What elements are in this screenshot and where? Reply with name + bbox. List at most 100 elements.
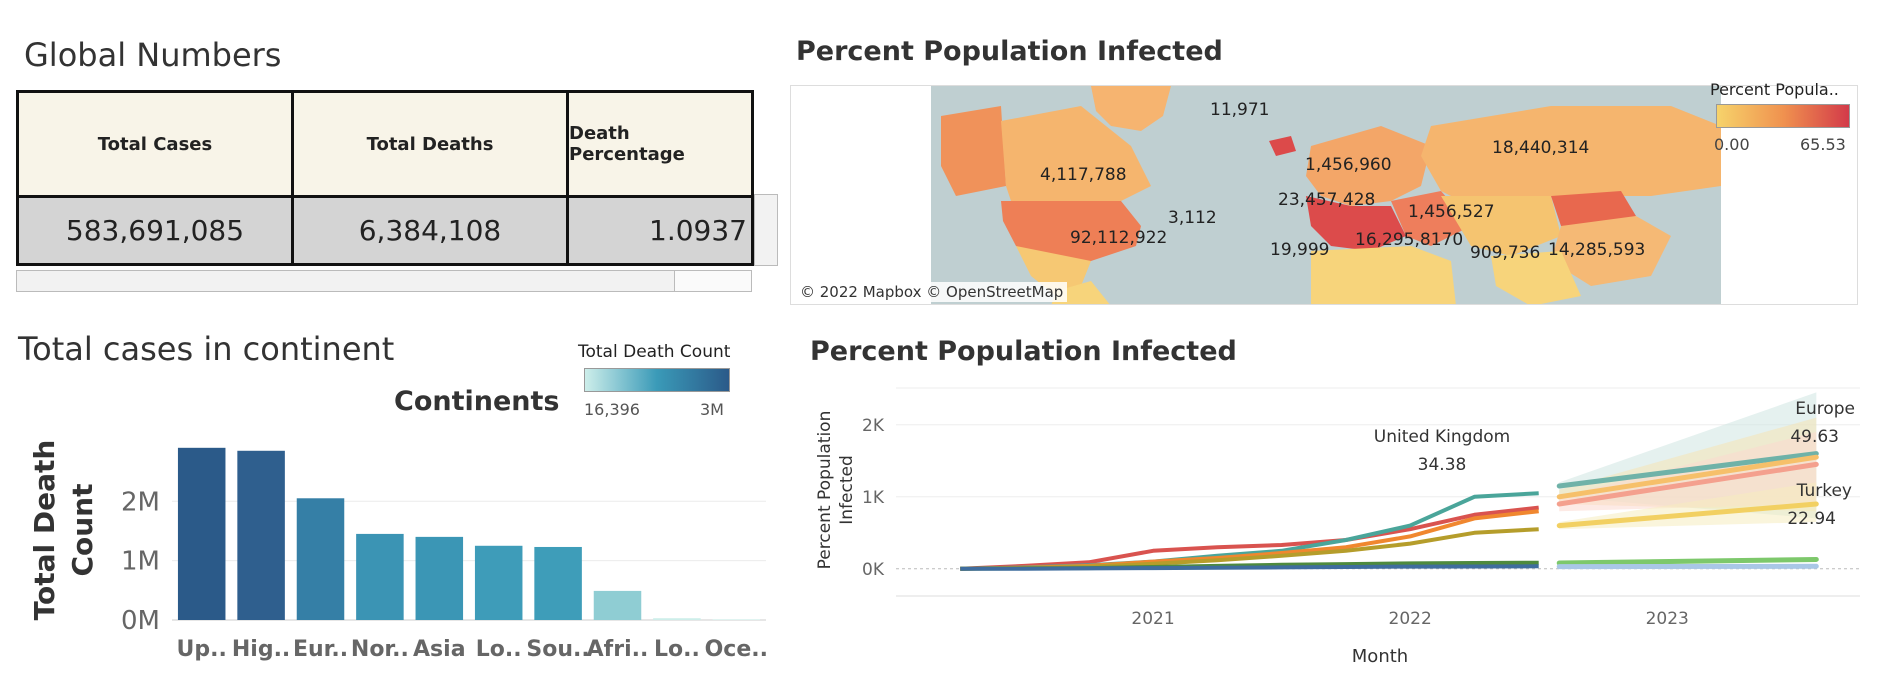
bar-y-title-line: Count bbox=[66, 483, 99, 576]
bar-y-tick-label: 1M bbox=[121, 547, 160, 577]
table-column: Total Deaths 6,384,108 bbox=[294, 93, 569, 263]
map-legend-ramp bbox=[1716, 104, 1850, 128]
map-value-label: 23,457,428 bbox=[1278, 190, 1376, 210]
bar-x-tick-label: Lo.. bbox=[654, 637, 700, 662]
bar-legend-min: 16,396 bbox=[584, 400, 640, 419]
forecast-line[interactable] bbox=[1556, 451, 1819, 489]
line-x-axis-title: Month bbox=[1352, 646, 1408, 667]
map-attribution: © 2022 Mapbox © OpenStreetMap bbox=[796, 282, 1068, 302]
map-value-label: 14,285,593 bbox=[1548, 240, 1646, 260]
forecast-band bbox=[1559, 482, 1817, 530]
bar-chart-title: Total cases in continent bbox=[18, 330, 395, 368]
bar-mark[interactable] bbox=[177, 447, 226, 620]
bar-mark[interactable] bbox=[712, 619, 761, 621]
bar-x-tick-label: Up.. bbox=[177, 637, 227, 662]
line-y-title-line: Percent Population bbox=[815, 411, 835, 570]
line-x-ticks: 2021 2022 2023 bbox=[1131, 609, 1688, 629]
line-series bbox=[960, 491, 1539, 571]
table-value-total-cases: 583,691,085 bbox=[19, 198, 291, 263]
map-region-central-asia bbox=[1441, 196, 1561, 256]
line-callout-name: Turkey bbox=[1796, 481, 1852, 501]
bar-x-tick-label: Asia bbox=[413, 637, 466, 662]
map-value-label: 3,112 bbox=[1168, 208, 1217, 228]
map-value-label: 1,456,960 bbox=[1305, 155, 1392, 175]
table-header-total-cases: Total Cases bbox=[19, 93, 291, 198]
bar-x-axis-title: Continents bbox=[394, 386, 560, 417]
map-region-scandinavia bbox=[1306, 126, 1431, 206]
line-callout-value: 49.63 bbox=[1790, 427, 1839, 447]
forecast-line[interactable] bbox=[1556, 556, 1819, 566]
map-region-iceland bbox=[1269, 136, 1296, 156]
bar-mark[interactable] bbox=[356, 533, 404, 620]
bar-y-axis-title: Total Death Count bbox=[28, 440, 99, 621]
line-callout-value: 34.38 bbox=[1418, 455, 1467, 475]
forecast-lines bbox=[1556, 451, 1819, 570]
map-value-label: 16,295,8170 bbox=[1355, 230, 1464, 250]
horizontal-scrollbar[interactable] bbox=[16, 270, 752, 292]
table-header-death-percentage: Death Percentage bbox=[569, 93, 751, 198]
map-region-africa bbox=[1311, 246, 1456, 304]
bar-y-title-line: Total Death bbox=[28, 440, 61, 621]
line-x-tick-label: 2022 bbox=[1389, 609, 1432, 629]
bar-legend-max: 3M bbox=[700, 400, 724, 419]
bar-mark[interactable] bbox=[296, 498, 345, 620]
bar-mark[interactable] bbox=[534, 546, 582, 620]
line-y-tick-label: 1K bbox=[862, 488, 885, 508]
map-title: Percent Population Infected bbox=[796, 36, 1223, 67]
map-region-south-asia bbox=[1491, 251, 1581, 304]
bar-y-tick-label: 0M bbox=[121, 606, 160, 636]
vertical-scrollbar[interactable] bbox=[754, 194, 778, 266]
line-series-path[interactable] bbox=[960, 505, 1539, 571]
bar-y-tick-label: 2M bbox=[121, 487, 160, 517]
map-region-alaska bbox=[941, 106, 1006, 196]
line-chart-title: Percent Population Infected bbox=[810, 336, 1237, 367]
bar-mark[interactable] bbox=[415, 536, 464, 620]
line-callout-name: Europe bbox=[1795, 399, 1855, 419]
bar-x-tick-label: Hig.. bbox=[232, 637, 290, 662]
line-callouts: United Kingdom 34.38 Europe 49.63 Turkey 22.9… bbox=[1374, 399, 1855, 529]
forecast-line[interactable] bbox=[1556, 501, 1819, 529]
bar-x-tick-label: Afri.. bbox=[587, 637, 649, 662]
bar-chart-svg: Total Death Count 0M 1M 2M Up.. Hig.. Eur.. No… bbox=[28, 440, 768, 662]
table-value-total-deaths: 6,384,108 bbox=[294, 198, 566, 263]
table-header-total-deaths: Total Deaths bbox=[294, 93, 566, 198]
map-region-greenland bbox=[1091, 86, 1171, 131]
map-region-usa bbox=[1001, 201, 1141, 261]
line-y-title-line: Infected bbox=[837, 455, 857, 525]
scrollbar-thumb[interactable] bbox=[674, 271, 751, 291]
bar-mark[interactable] bbox=[237, 450, 285, 620]
bar-mark[interactable] bbox=[653, 618, 701, 620]
table-column: Total Cases 583,691,085 bbox=[19, 93, 294, 263]
bar-legend-title: Total Death Count bbox=[578, 342, 731, 362]
bar-legend-ramp bbox=[584, 368, 730, 392]
bar-x-tick-label: Nor.. bbox=[351, 637, 409, 662]
line-callout-value: 22.94 bbox=[1787, 509, 1836, 529]
map-legend-max: 65.53 bbox=[1800, 135, 1846, 154]
map-svg bbox=[931, 86, 1721, 304]
map-region-china bbox=[1551, 216, 1671, 286]
map-legend-title: Percent Popula.. bbox=[1710, 80, 1839, 99]
bar-x-tick-label: Lo.. bbox=[476, 637, 522, 662]
map-value-label: 11,971 bbox=[1210, 100, 1270, 120]
forecast-line[interactable] bbox=[1556, 461, 1819, 507]
bar-mark[interactable] bbox=[474, 545, 523, 620]
bar-marks bbox=[177, 447, 761, 621]
line-x-tick-label: 2021 bbox=[1131, 609, 1174, 629]
map-value-label: 4,117,788 bbox=[1040, 165, 1127, 185]
map-view[interactable] bbox=[790, 85, 1858, 305]
table-column: Death Percentage 1.0937 bbox=[569, 93, 751, 263]
bar-mark[interactable] bbox=[593, 590, 642, 620]
map-region-russia bbox=[1421, 106, 1721, 206]
bar-x-tick-label: Oce.. bbox=[705, 637, 768, 662]
map-value-label: 92,112,922 bbox=[1070, 228, 1168, 248]
bar-x-tick-label: Eur.. bbox=[293, 637, 348, 662]
line-y-tick-label: 0K bbox=[862, 560, 885, 580]
line-series-path[interactable] bbox=[960, 564, 1539, 571]
map-value-label: 19,999 bbox=[1270, 240, 1330, 260]
bar-x-tick-label: Sou.. bbox=[526, 637, 589, 662]
global-numbers-table: Total Cases 583,691,085 Total Deaths 6,3… bbox=[16, 90, 754, 266]
forecast-line[interactable] bbox=[1556, 454, 1819, 500]
map-value-label: 18,440,314 bbox=[1492, 138, 1590, 158]
table-value-death-percentage: 1.0937 bbox=[569, 198, 751, 263]
